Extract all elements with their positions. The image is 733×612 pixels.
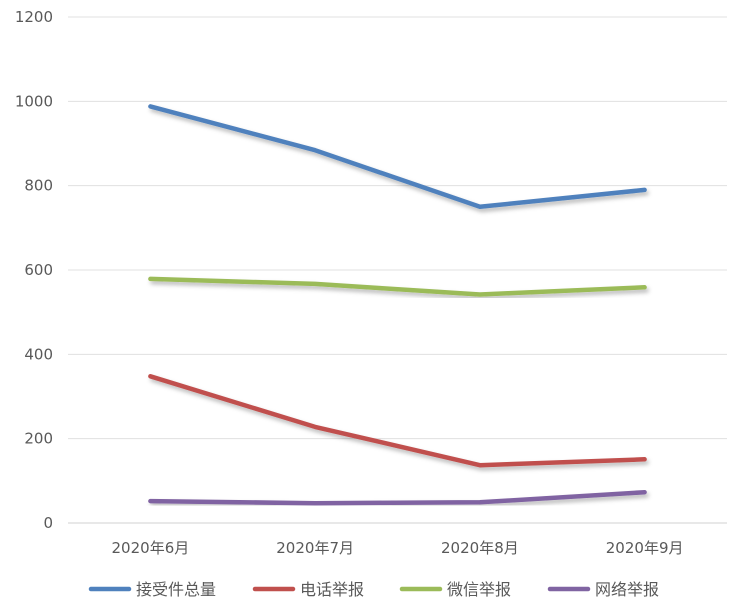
legend-item-2: 电话举报 bbox=[252, 580, 364, 599]
y-tick-label: 1000 bbox=[15, 92, 53, 110]
legend-label: 微信举报 bbox=[447, 580, 511, 599]
x-tick-label: 2020年9月 bbox=[606, 539, 684, 557]
y-tick-label: 600 bbox=[24, 261, 53, 279]
x-tick-label: 2020年8月 bbox=[441, 539, 519, 557]
legend-item-3: 微信举报 bbox=[399, 580, 511, 599]
y-tick-label: 200 bbox=[24, 430, 53, 448]
plot-area bbox=[148, 104, 647, 506]
series-line-3 bbox=[148, 276, 647, 297]
legend-item-1: 接受件总量 bbox=[88, 580, 216, 599]
legend: 接受件总量 电话举报 微信举报 网络举报 bbox=[88, 580, 659, 599]
legend-label: 网络举报 bbox=[595, 580, 659, 599]
y-tick-label: 0 bbox=[43, 514, 53, 532]
y-axis: 0 200 400 600 800 1000 1200 bbox=[15, 8, 53, 532]
series-line-1 bbox=[148, 104, 647, 210]
legend-label: 电话举报 bbox=[300, 580, 364, 599]
legend-label: 接受件总量 bbox=[136, 580, 216, 599]
x-tick-label: 2020年7月 bbox=[276, 539, 354, 557]
legend-item-4: 网络举报 bbox=[547, 580, 659, 599]
y-tick-label: 1200 bbox=[15, 8, 53, 26]
y-tick-label: 800 bbox=[24, 177, 53, 195]
x-tick-label: 2020年6月 bbox=[112, 539, 190, 557]
series-line-2 bbox=[148, 374, 647, 468]
y-tick-label: 400 bbox=[24, 345, 53, 363]
series-line-4 bbox=[148, 489, 647, 506]
gridlines bbox=[68, 16, 727, 524]
x-axis: 2020年6月 2020年7月 2020年8月 2020年9月 bbox=[112, 539, 684, 557]
